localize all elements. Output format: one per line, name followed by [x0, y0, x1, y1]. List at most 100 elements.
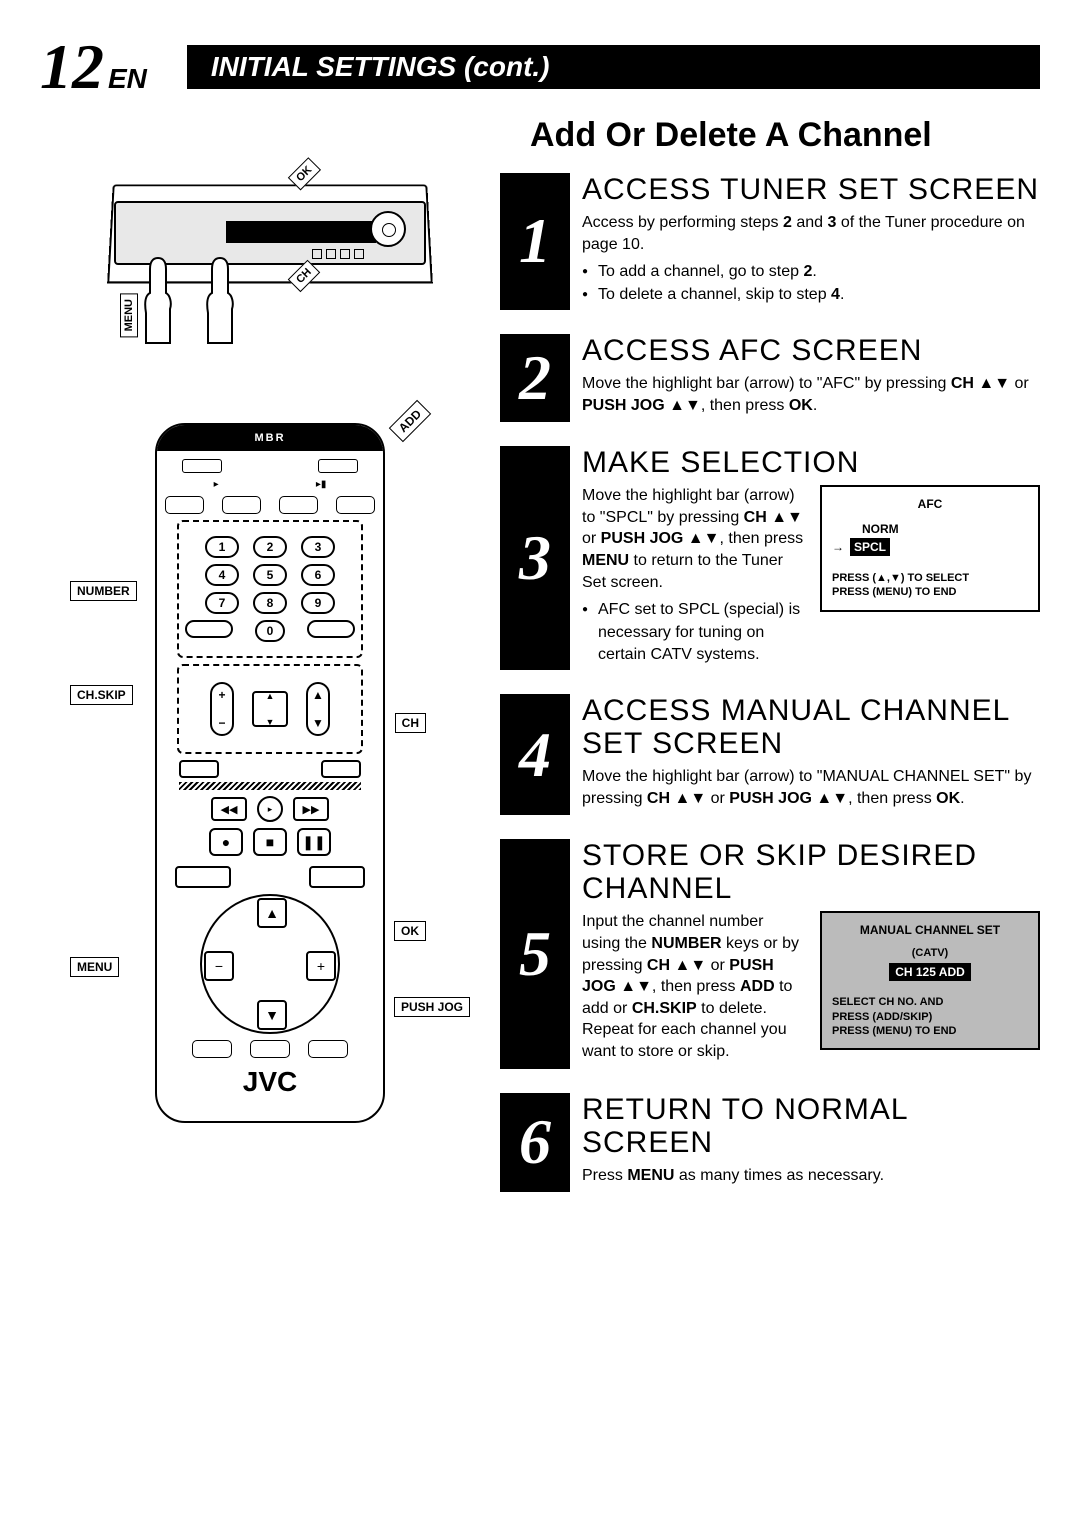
t: 2	[783, 214, 792, 231]
manual-screen: MANUAL CHANNEL SET (CATV) CH 125 ADD SEL…	[820, 911, 1040, 1050]
dpad-right: +	[306, 951, 336, 981]
step-title: ACCESS AFC SCREEN	[582, 334, 1040, 367]
bullet: To delete a channel, skip to step 4.	[582, 284, 1040, 306]
t: Move the highlight bar (arrow) to "AFC" …	[582, 375, 951, 392]
t: , then press	[719, 530, 803, 547]
t: .	[813, 397, 817, 414]
num-6: 6	[301, 564, 335, 586]
t: ▲▼	[767, 509, 803, 526]
bullet: To add a channel, go to step 2.	[582, 261, 1040, 283]
step-title: STORE OR SKIP DESIRED CHANNEL	[582, 839, 1040, 905]
step-desc: Access by performing steps 2 and 3 of th…	[582, 212, 1040, 255]
num-5: 5	[253, 564, 287, 586]
t: CH	[951, 375, 974, 392]
stop-btn: ■	[253, 828, 287, 856]
main-columns: OK CH MENU MBR ▸▸▮ 1 2 3	[40, 173, 1040, 1216]
t: .	[812, 263, 816, 280]
t: OK	[936, 790, 960, 807]
num-1: 1	[205, 536, 239, 558]
t: MENU	[627, 1167, 674, 1184]
remote-small-btn	[182, 459, 222, 473]
mid-btn	[252, 691, 288, 727]
callout-ok: OK	[394, 921, 426, 941]
screen-foot: PRESS (▲,▼) TO SELECT PRESS (MENU) TO EN…	[832, 571, 1028, 600]
step-num: 6	[519, 1105, 551, 1179]
rew-btn: ◀◀	[211, 797, 247, 821]
t: PRESS (MENU) TO END	[832, 585, 1028, 599]
num-4: 4	[205, 564, 239, 586]
bottom-btn	[192, 1040, 232, 1058]
rec-btn: ●	[209, 828, 243, 856]
page-suffix: EN	[108, 63, 147, 94]
remote-btn	[279, 496, 318, 514]
callout-number: NUMBER	[70, 581, 137, 601]
step-num: 5	[519, 917, 551, 991]
timer-btn	[179, 760, 219, 778]
step-6: 6 RETURN TO NORMAL SCREEN Press MENU as …	[500, 1093, 1040, 1193]
play-btn: ▸	[257, 796, 283, 822]
remote-illustration: MBR ▸▸▮ 1 2 3 4 5 6	[120, 413, 420, 1133]
t: ▲▼	[683, 530, 719, 547]
ok-btn	[309, 866, 365, 888]
t: or	[706, 790, 729, 807]
screen-title: MANUAL CHANNEL SET	[832, 923, 1028, 937]
callout-add: ADD	[389, 400, 431, 442]
t: , then press	[701, 397, 789, 414]
t: PRESS (▲,▼) TO SELECT	[832, 571, 1028, 585]
remote-btn	[222, 496, 261, 514]
step-3: 3 MAKE SELECTION Move the highlight bar …	[500, 446, 1040, 670]
t: and	[792, 214, 828, 231]
callout-ch: CH	[395, 713, 426, 733]
t: ▲▼	[812, 790, 848, 807]
vcr-knob	[370, 211, 406, 247]
remote-btn	[336, 496, 375, 514]
jvc-logo: JVC	[165, 1066, 375, 1098]
bullet: AFC set to SPCL (special) is necessary f…	[582, 599, 804, 666]
step-5: 5 STORE OR SKIP DESIRED CHANNEL Input th…	[500, 839, 1040, 1068]
step-title: RETURN TO NORMAL SCREEN	[582, 1093, 1040, 1159]
add-btn	[307, 620, 355, 638]
t: PUSH JOG	[582, 397, 665, 414]
num-2: 2	[253, 536, 287, 558]
step-num: 1	[519, 204, 551, 278]
vcr-illustration: OK CH MENU	[80, 173, 460, 383]
afc-screen: AFC NORM SPCL PRESS (▲,▼) TO SELECT PRES…	[820, 485, 1040, 612]
t: OK	[789, 397, 813, 414]
dpad-up: ▲	[257, 898, 287, 928]
step-2: 2 ACCESS AFC SCREEN Move the highlight b…	[500, 334, 1040, 422]
t: Press	[582, 1167, 627, 1184]
t: To delete a channel, skip to step	[598, 286, 831, 303]
t: PUSH JOG	[601, 530, 684, 547]
remote-body: MBR ▸▸▮ 1 2 3 4 5 6	[155, 423, 385, 1123]
callout-menu: MENU	[70, 957, 119, 977]
step-desc: Move the highlight bar (arrow) to "AFC" …	[582, 373, 1040, 416]
t: SELECT CH NO. AND	[832, 995, 1028, 1009]
ff-btn: ▶▶	[293, 797, 329, 821]
vol-btn: +−	[210, 682, 234, 736]
t: 4	[831, 286, 840, 303]
t: , then press	[652, 978, 740, 995]
hand-icon-2	[200, 253, 240, 353]
t: PUSH JOG	[729, 790, 812, 807]
step-title: ACCESS MANUAL CHANNEL SET SCREEN	[582, 694, 1040, 760]
t: PRESS (MENU) TO END	[832, 1024, 1028, 1038]
screen-foot: SELECT CH NO. AND PRESS (ADD/SKIP) PRESS…	[832, 995, 1028, 1038]
step-title: ACCESS TUNER SET SCREEN	[582, 173, 1040, 206]
t: .	[840, 286, 844, 303]
num-7: 7	[205, 592, 239, 614]
screen-sub: (CATV)	[832, 947, 1028, 959]
remote-small-btn	[318, 459, 358, 473]
step-desc: Move the highlight bar (arrow) to "SPCL"…	[582, 485, 804, 593]
screen-title: AFC	[832, 497, 1028, 511]
t: or	[582, 530, 601, 547]
step-1: 1 ACCESS TUNER SET SCREEN Access by perf…	[500, 173, 1040, 310]
ch-btn: ▲▼	[306, 682, 330, 736]
t: To add a channel, go to step	[598, 263, 803, 280]
hand-icon-1	[138, 253, 178, 353]
page-number-block: 12EN	[40, 30, 147, 104]
timer-btn	[321, 760, 361, 778]
step-desc: Input the channel number using the NUMBE…	[582, 911, 804, 1062]
step-num: 4	[519, 718, 551, 792]
step-desc: Press MENU as many times as necessary.	[582, 1165, 1040, 1187]
bottom-btn	[308, 1040, 348, 1058]
